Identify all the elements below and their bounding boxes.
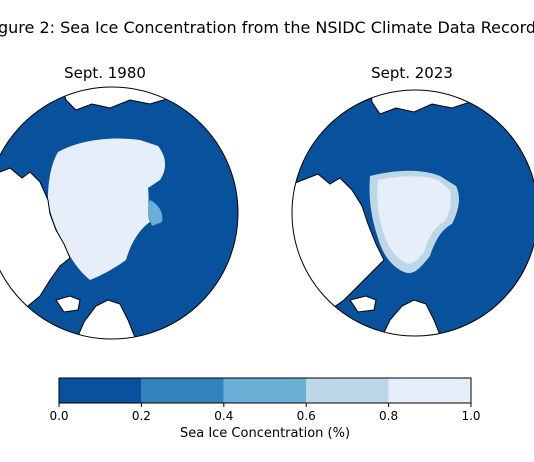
colorbar-bin [388, 378, 471, 403]
colorbar-bin [223, 378, 307, 403]
sea-ice-edge-1980 [147, 200, 163, 226]
figure-title: gure 2: Sea Ice Concentration from the N… [0, 18, 534, 37]
colorbar-tick-label: 0.8 [379, 409, 398, 423]
map-panel-2023 [291, 89, 534, 337]
land-island-1980 [55, 295, 81, 313]
map-boundary-1980 [0, 86, 239, 340]
colorbar-bin [306, 378, 389, 403]
sea-ice-1980 [48, 138, 166, 280]
colorbar: 0.0 0.2 0.4 0.6 0.8 1.0 Sea Ice Concentration… [49, 377, 481, 441]
panel-title-2023: Sept. 2023 [371, 64, 453, 82]
colorbar-tick-label: 0.6 [297, 409, 316, 423]
land-island-2023 [349, 295, 377, 313]
colorbar-bin [141, 378, 224, 403]
colorbar-bin [59, 378, 142, 403]
map-panel-1980 [0, 86, 239, 340]
colorbar-tick-label: 0.2 [132, 409, 151, 423]
panel-title-1980: Sept. 1980 [64, 64, 146, 82]
land-europe-2023 [377, 299, 445, 336]
colorbar-tick-label: 1.0 [461, 409, 480, 423]
sea-ice-2023 [377, 176, 451, 264]
map-boundary-2023 [291, 89, 534, 337]
colorbar-frame [58, 377, 472, 404]
colorbar-tick-label: 0.0 [49, 409, 68, 423]
colorbar-tick-label: 0.4 [214, 409, 233, 423]
colorbar-label: Sea Ice Concentration (%) [180, 426, 350, 441]
